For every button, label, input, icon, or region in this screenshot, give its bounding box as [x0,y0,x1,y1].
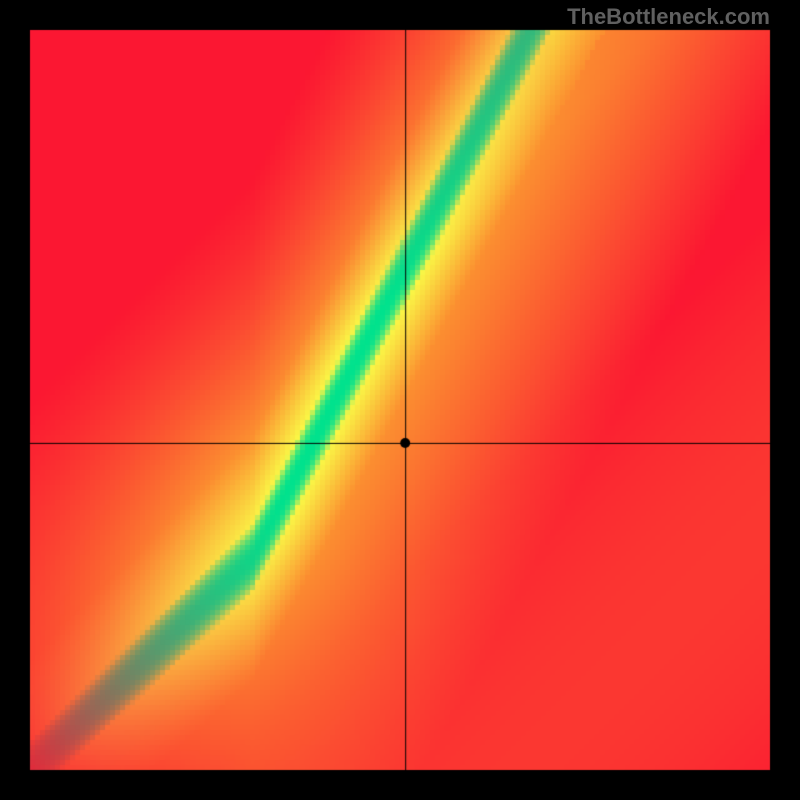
chart-container: TheBottleneck.com [0,0,800,800]
bottleneck-heatmap-canvas [0,0,800,800]
watermark-text: TheBottleneck.com [567,4,770,30]
